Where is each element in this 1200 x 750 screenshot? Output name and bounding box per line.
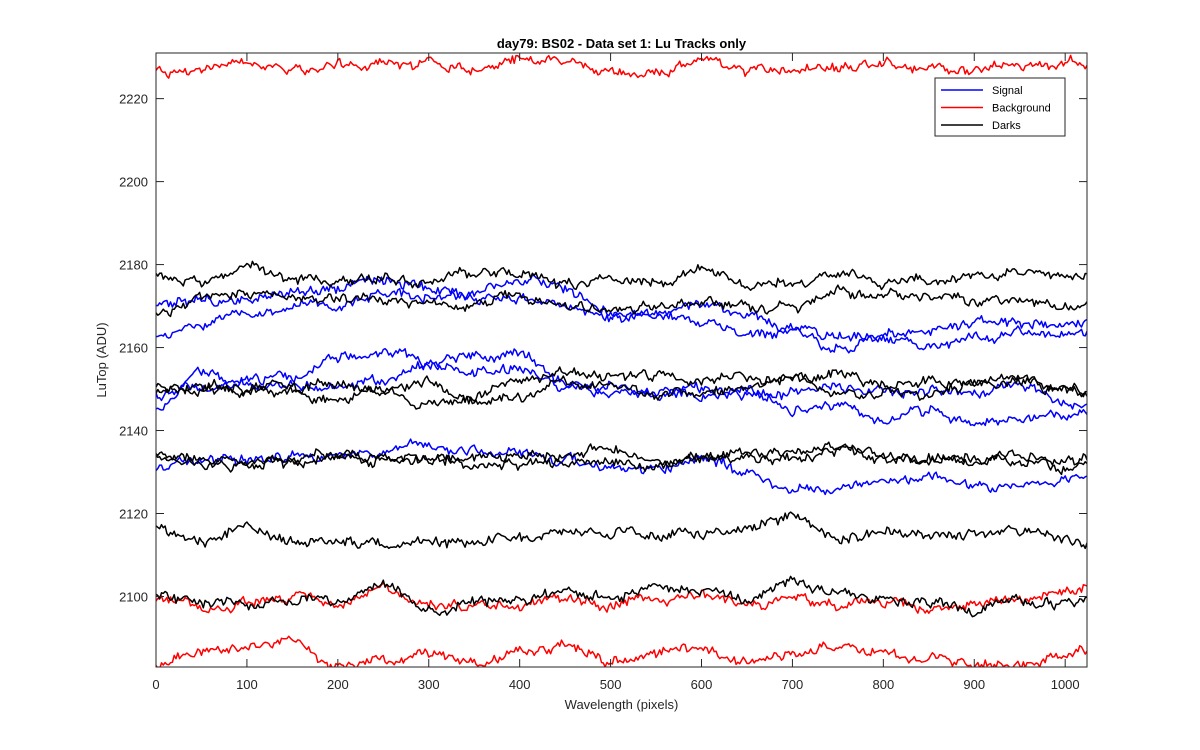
series-line-signal-1 bbox=[156, 274, 1087, 354]
y-tick-label: 2160 bbox=[119, 341, 148, 356]
series-line-darks-15 bbox=[156, 575, 1087, 618]
plot-area bbox=[156, 53, 1087, 667]
y-tick-label: 2220 bbox=[119, 92, 148, 107]
axes-frame bbox=[155, 52, 1088, 668]
y-tick-label: 2100 bbox=[119, 589, 148, 604]
x-tick-label: 200 bbox=[327, 677, 349, 692]
series-line-darks-8 bbox=[156, 260, 1087, 291]
y-tick-label: 2120 bbox=[119, 507, 148, 522]
legend-label-background: Background bbox=[992, 103, 1051, 115]
series-layer bbox=[156, 54, 1087, 667]
legend: Signal Background Darks bbox=[934, 77, 1066, 137]
x-tick-label: 0 bbox=[152, 677, 159, 692]
x-tick-label: 400 bbox=[509, 677, 531, 692]
series-line-background-6 bbox=[156, 582, 1087, 614]
series-line-signal-3 bbox=[156, 361, 1087, 427]
series-line-signal-2 bbox=[156, 347, 1087, 410]
series-line-darks-14 bbox=[156, 511, 1087, 550]
y-axis-label: LuTop (ADU) bbox=[94, 322, 109, 397]
chart-title: day79: BS02 - Data set 1: Lu Tracks only bbox=[497, 36, 747, 51]
y-tick-label: 2200 bbox=[119, 175, 148, 190]
x-tick-label: 1000 bbox=[1051, 677, 1080, 692]
series-line-signal-0 bbox=[156, 275, 1087, 343]
x-axis-label: Wavelength (pixels) bbox=[565, 697, 679, 712]
series-line-background-5 bbox=[156, 54, 1087, 79]
x-tick-label: 900 bbox=[963, 677, 985, 692]
x-tick-label: 100 bbox=[236, 677, 258, 692]
series-line-darks-10 bbox=[156, 366, 1087, 410]
y-tick-label: 2140 bbox=[119, 424, 148, 439]
series-line-darks-13 bbox=[156, 441, 1087, 476]
x-tick-label: 600 bbox=[691, 677, 713, 692]
series-line-background-7 bbox=[156, 635, 1087, 667]
series-line-darks-9 bbox=[156, 284, 1087, 318]
axes-layer: 0 100 200 300 400 500 600 700 800 900 1000 2100 2120… bbox=[119, 52, 1088, 692]
y-tick-label: 2180 bbox=[119, 258, 148, 273]
x-tick-label: 300 bbox=[418, 677, 440, 692]
legend-label-darks: Darks bbox=[992, 120, 1021, 132]
x-tick-label: 700 bbox=[782, 677, 804, 692]
legend-label-signal: Signal bbox=[992, 85, 1023, 97]
x-tick-label: 800 bbox=[872, 677, 894, 692]
series-line-darks-11 bbox=[156, 373, 1087, 406]
x-tick-label: 500 bbox=[600, 677, 622, 692]
